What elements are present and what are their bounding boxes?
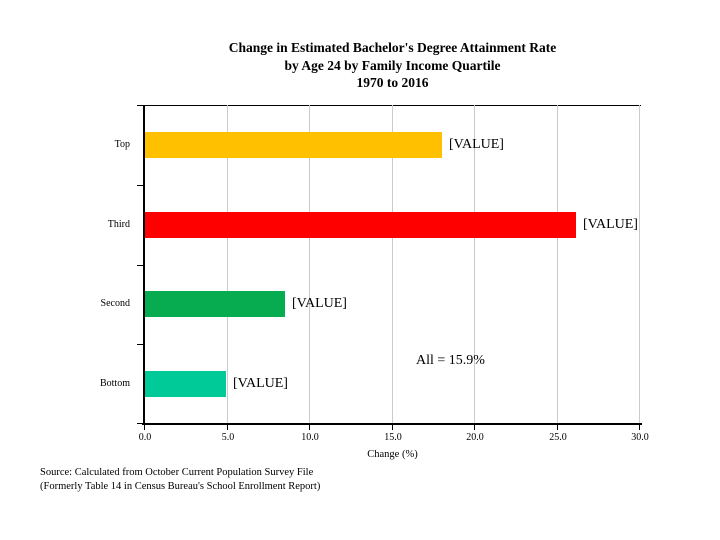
plot-area: Top [VALUE] Third [VALUE] Second [VALUE] Botto…: [100, 105, 649, 460]
y-axis-tick: [137, 185, 143, 186]
category-label-bottom: Bottom: [99, 378, 130, 390]
annotation-all: All = 15.9%: [416, 353, 485, 368]
bar-second: [145, 291, 285, 318]
gridline: [474, 105, 475, 423]
bar-row: Bottom [VALUE]: [100, 344, 640, 424]
bar-row: Top [VALUE]: [115, 105, 640, 185]
bar-value-label: [VALUE]: [292, 296, 347, 312]
source-note-line2: (Formerly Table 14 in Census Bureau's Sc…: [40, 481, 321, 492]
x-axis-tick-label: 10.0: [301, 432, 319, 443]
y-axis-line: [143, 105, 145, 424]
y-axis-tick: [137, 344, 143, 345]
x-axis-tick-label: 25.0: [549, 432, 567, 443]
x-axis-tick-label: 0.0: [138, 432, 152, 443]
gridline: [309, 105, 310, 423]
gridline: [557, 105, 558, 423]
x-axis-tick: [639, 425, 640, 430]
x-axis-tick: [144, 425, 145, 430]
x-axis-tick: [474, 425, 475, 430]
bar-value-label: [VALUE]: [233, 376, 288, 392]
x-axis-tick: [227, 425, 228, 430]
gridline: [639, 105, 640, 423]
bar-row: Second [VALUE]: [101, 265, 640, 345]
chart-title: Change in Estimated Bachelor's Degree At…: [115, 39, 670, 92]
bar-third: [145, 211, 576, 238]
chart-title-line3: 1970 to 2016: [356, 75, 429, 90]
x-axis-tick: [392, 425, 393, 430]
y-axis-tick: [137, 265, 143, 266]
chart-title-line1: Change in Estimated Bachelor's Degree At…: [228, 40, 557, 55]
bar-bottom: [145, 371, 226, 398]
bar-row: Third [VALUE]: [108, 185, 640, 265]
x-axis-tick: [309, 425, 310, 430]
gridline: [227, 105, 228, 423]
bar-value-label: [VALUE]: [449, 136, 504, 152]
x-axis-title: Change (%): [367, 449, 418, 460]
x-axis-line: [142, 423, 642, 425]
source-note-line1: Source: Calculated from October Current …: [40, 467, 314, 478]
bar-value-label: [VALUE]: [583, 216, 638, 232]
chart-title-line2: by Age 24 by Family Income Quartile: [284, 57, 501, 73]
category-label-top: Top: [114, 138, 130, 150]
category-label-second: Second: [100, 298, 130, 310]
x-axis-tick-label: 5.0: [221, 432, 235, 443]
y-axis-tick: [137, 423, 143, 424]
x-axis-tick-label: 30.0: [631, 432, 649, 443]
x-axis-tick: [557, 425, 558, 430]
category-label-third: Third: [107, 218, 130, 230]
x-axis-tick-label: 20.0: [466, 432, 484, 443]
x-axis-tick-label: 15.0: [384, 432, 402, 443]
y-axis-tick: [137, 105, 143, 106]
bar-top: [145, 131, 442, 158]
gridline: [392, 105, 393, 423]
source-note: Source: Calculated from October Current …: [40, 466, 320, 494]
